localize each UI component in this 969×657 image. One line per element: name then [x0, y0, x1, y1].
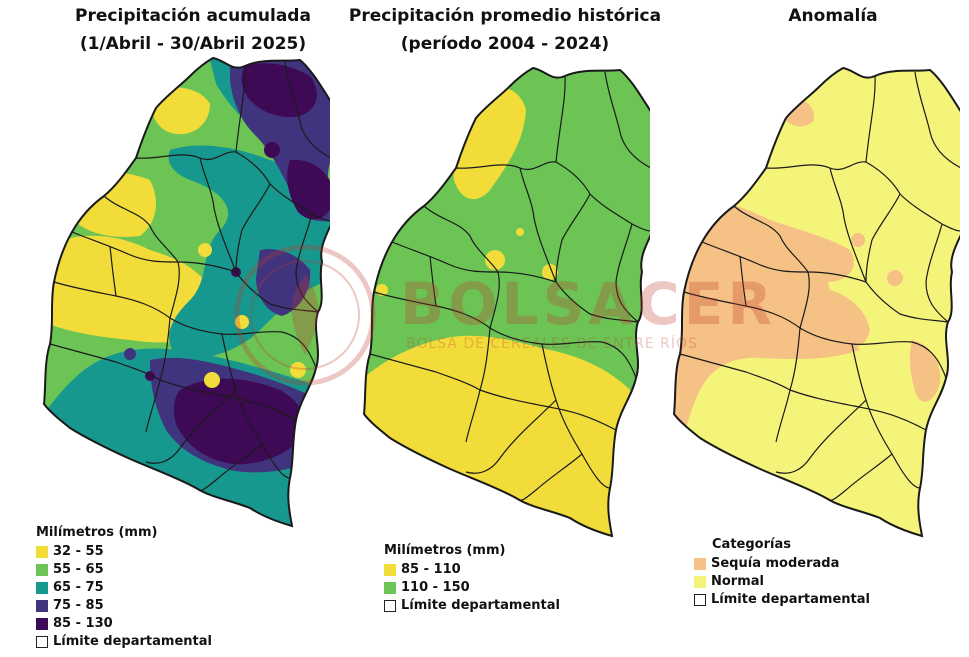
legend-item: 85 - 130 [36, 615, 212, 633]
legend-item-boundary: Límite departamental [694, 591, 870, 609]
historic-precip-map [363, 67, 650, 537]
legend-label: 110 - 150 [401, 580, 470, 595]
legend-item: 32 - 55 [36, 543, 212, 561]
panel-anomaly: Anomalía Categorías Sequía moderada Norm… [630, 0, 969, 657]
legend-swatch [36, 600, 48, 612]
legend-swatch [36, 546, 48, 558]
legend-swatch-outline [36, 636, 48, 648]
legend-label: 75 - 85 [53, 598, 104, 613]
legend-label: 32 - 55 [53, 544, 104, 559]
legend-item: 85 - 110 [384, 561, 560, 579]
anomaly-title: Anomalía [788, 6, 878, 26]
legend-item: 65 - 75 [36, 579, 212, 597]
accum-title-line1: Precipitación acumulada [75, 6, 311, 26]
historic-title-line1: Precipitación promedio histórica [348, 6, 662, 26]
legend-item-boundary: Límite departamental [384, 597, 560, 615]
legend-swatch [36, 564, 48, 576]
historic-title-line2: (período 2004 - 2024) [400, 34, 610, 54]
legend-swatch [384, 582, 396, 594]
legend-label: Sequía moderada [711, 556, 840, 571]
panel-historic: Precipitación promedio histórica (períod… [310, 0, 661, 657]
historic-legend-title: Milímetros (mm) [384, 543, 506, 558]
accum-legend: Milímetros (mm) 32 - 55 55 - 65 65 - 75 … [36, 524, 212, 651]
legend-label: Límite departamental [401, 598, 560, 613]
historic-legend: Milímetros (mm) 85 - 110 110 - 150 Límit… [384, 542, 560, 615]
legend-swatch-outline [384, 600, 396, 612]
legend-swatch-outline [694, 594, 706, 606]
legend-label: 55 - 65 [53, 562, 104, 577]
accum-legend-title: Milímetros (mm) [36, 525, 158, 540]
legend-item-boundary: Límite departamental [36, 633, 212, 651]
legend-swatch [36, 618, 48, 630]
legend-item: Normal [694, 573, 870, 591]
legend-label: 65 - 75 [53, 580, 104, 595]
legend-item: Sequía moderada [694, 555, 870, 573]
legend-swatch [36, 582, 48, 594]
legend-label: 85 - 130 [53, 616, 113, 631]
legend-swatch [384, 564, 396, 576]
legend-item: 55 - 65 [36, 561, 212, 579]
legend-swatch [694, 558, 706, 570]
legend-label: Normal [711, 574, 764, 589]
accumulated-precip-map [43, 57, 330, 527]
panel-accumulated: Precipitación acumulada (1/Abril - 30/Ab… [0, 0, 330, 657]
anomaly-map [673, 67, 960, 537]
legend-label: Límite departamental [53, 634, 212, 649]
legend-item: 110 - 150 [384, 579, 560, 597]
anomaly-legend: Categorías Sequía moderada Normal Límite… [694, 536, 870, 609]
anomaly-legend-title: Categorías [712, 537, 791, 552]
legend-label: 85 - 110 [401, 562, 461, 577]
legend-swatch [694, 576, 706, 588]
legend-item: 75 - 85 [36, 597, 212, 615]
legend-label: Límite departamental [711, 592, 870, 607]
accum-title-line2: (1/Abril - 30/Abril 2025) [79, 34, 307, 54]
